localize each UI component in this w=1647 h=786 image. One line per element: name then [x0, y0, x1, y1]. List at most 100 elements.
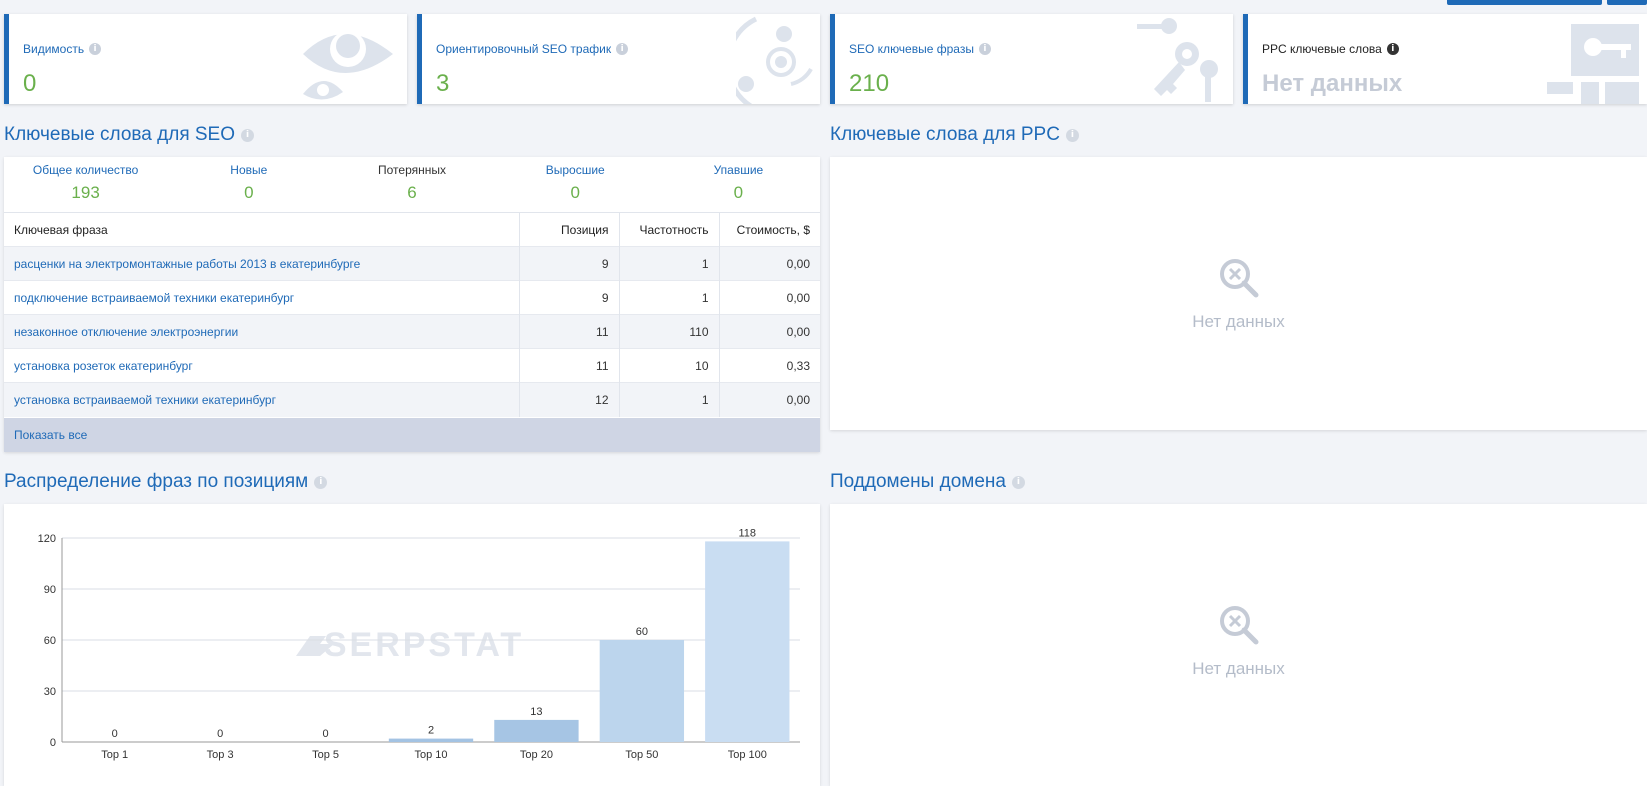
y-tick-label: 30: [44, 686, 56, 698]
distribution-chart: SERPSTAT 0 30 60 90 120 0 Top 10 Top 3 0 Top 5 2 T…: [38, 527, 800, 761]
ppc-keywords-title: Ключевые слова для PPC i: [830, 124, 1079, 146]
seo-keywords-title: Ключевые слова для SEO i: [4, 124, 255, 146]
info-icon[interactable]: i: [1011, 475, 1025, 489]
seo-traffic-card: Ориентировочный SEO трафик i 3: [417, 14, 820, 104]
empty-state: Нет данных: [830, 257, 1647, 332]
y-tick-label: 0: [50, 737, 56, 749]
top-action-button[interactable]: [1447, 0, 1602, 5]
bar-value-label: 0: [323, 728, 329, 740]
info-icon[interactable]: i: [241, 128, 255, 142]
card-value: 210: [849, 70, 890, 97]
frequency-cell: 1: [618, 246, 719, 281]
x-tick-label: Top 5: [312, 749, 339, 761]
summary-total[interactable]: Общее количество 193: [4, 157, 167, 212]
table-row: установка встраиваемой техники екатеринб…: [4, 382, 820, 417]
chart-bar[interactable]: [599, 640, 685, 742]
frequency-cell: 1: [618, 382, 719, 417]
x-tick-label: Top 20: [520, 749, 553, 761]
seo-keywords-panel: Общее количество 193 Новые 0 Потерянных …: [4, 157, 820, 452]
seo-phrases-card: SEO ключевые фразы i 210: [830, 14, 1233, 104]
bar-value-label: 60: [636, 626, 648, 638]
x-tick-label: Top 100: [728, 749, 767, 761]
keywords-table: Ключевая фраза Позиция Частотность Стоим…: [4, 212, 820, 417]
chart-bar[interactable]: [705, 541, 790, 742]
card-value: 3: [436, 70, 450, 97]
summary-dropped[interactable]: Упавшие 0: [657, 157, 820, 212]
table-row: расценки на электромонтажные работы 2013…: [4, 246, 820, 281]
col-keyword[interactable]: Ключевая фраза: [4, 212, 519, 247]
info-icon[interactable]: i: [616, 43, 629, 55]
ppc-keywords-panel: Нет данных: [830, 157, 1647, 430]
ppc-keywords-card: PPC ключевые слова i Нет данных: [1243, 14, 1647, 104]
x-tick-label: Top 1: [101, 749, 128, 761]
card-title: SEO ключевые фразы i: [849, 42, 991, 56]
col-position[interactable]: Позиция: [518, 212, 619, 247]
no-results-icon: [1219, 606, 1258, 645]
frequency-cell: 10: [618, 348, 719, 383]
show-all-button[interactable]: Показать все: [4, 418, 820, 452]
y-tick-label: 120: [38, 533, 56, 545]
card-title: PPC ключевые слова i: [1262, 42, 1399, 56]
summary-lost: Потерянных 6: [330, 157, 493, 212]
summary-value: 0: [733, 183, 744, 202]
no-results-icon: [1219, 259, 1258, 298]
summary-label: Потерянных: [378, 163, 446, 177]
position-cell: 12: [518, 382, 619, 417]
info-icon[interactable]: i: [978, 43, 991, 55]
x-tick-label: Top 50: [625, 749, 658, 761]
frequency-cell: 1: [618, 280, 719, 315]
y-tick-label: 90: [44, 584, 56, 596]
summary-new[interactable]: Новые 0: [167, 157, 330, 212]
position-cell: 9: [518, 280, 619, 315]
bar-value-label: 2: [428, 725, 434, 737]
keyword-link[interactable]: незаконное отключение электроэнергии: [4, 314, 519, 349]
top-action-button-2[interactable]: [1607, 0, 1647, 5]
keyword-link[interactable]: установка встраиваемой техники екатеринб…: [4, 382, 519, 417]
summary-label: Новые: [230, 163, 268, 177]
position-cell: 11: [518, 314, 619, 349]
ppc-key-icon: [1547, 24, 1639, 104]
summary-value: 0: [570, 183, 580, 202]
chart-bar[interactable]: [494, 719, 579, 742]
col-cost[interactable]: Стоимость, $: [718, 212, 820, 247]
serpstat-logo-icon: [296, 636, 334, 656]
cost-cell: 0,00: [718, 246, 820, 281]
summary-label: Упавшие: [713, 163, 764, 177]
info-icon[interactable]: i: [1065, 128, 1079, 142]
table-header-row: Ключевая фраза Позиция Частотность Стоим…: [4, 212, 820, 247]
cost-cell: 0,00: [718, 382, 820, 417]
empty-text: Нет данных: [1192, 659, 1285, 678]
keyword-link[interactable]: установка розеток екатеринбург: [4, 348, 519, 383]
col-frequency[interactable]: Частотность: [618, 212, 719, 247]
distribution-panel: SERPSTAT 0 30 60 90 120 0 Top 1 0 Top 3 0 Top 5 2 T…: [4, 504, 820, 786]
info-icon[interactable]: i: [89, 43, 102, 55]
chart-bar[interactable]: [388, 738, 474, 742]
summary-value: 193: [71, 183, 100, 202]
distribution-title: Распределение фраз по позициям i: [4, 471, 328, 493]
keyword-link[interactable]: подключение встраиваемой техники екатери…: [4, 280, 519, 315]
y-tick-label: 60: [44, 635, 56, 647]
card-title: Ориентировочный SEO трафик i: [436, 42, 629, 56]
x-tick-label: Top 3: [207, 749, 234, 761]
position-cell: 11: [518, 348, 619, 383]
table-row: подключение встраиваемой техники екатери…: [4, 280, 820, 315]
table-row: установка розеток екатеринбург 11 10 0,3…: [4, 348, 820, 383]
subdomains-panel: Нет данных: [830, 504, 1647, 786]
keys-icon: [1137, 18, 1218, 102]
cost-cell: 0,33: [718, 348, 820, 383]
table-row: незаконное отключение электроэнергии 11 …: [4, 314, 820, 349]
summary-value: 0: [244, 183, 254, 202]
summary-value: 6: [407, 183, 417, 202]
info-icon[interactable]: i: [314, 475, 328, 489]
info-icon[interactable]: i: [1386, 43, 1399, 55]
serpstat-watermark: SERPSTAT: [324, 626, 524, 664]
card-title: Видимость i: [23, 42, 102, 56]
x-tick-label: Top 10: [414, 749, 447, 761]
summary-grown[interactable]: Выросшие 0: [494, 157, 657, 212]
visibility-card: Видимость i 0: [4, 14, 407, 104]
subdomains-title: Поддомены домена i: [830, 471, 1025, 493]
bar-value-label: 118: [739, 527, 757, 539]
position-cell: 9: [518, 246, 619, 281]
bar-value-label: 0: [112, 728, 118, 740]
keyword-link[interactable]: расценки на электромонтажные работы 2013…: [4, 246, 519, 281]
